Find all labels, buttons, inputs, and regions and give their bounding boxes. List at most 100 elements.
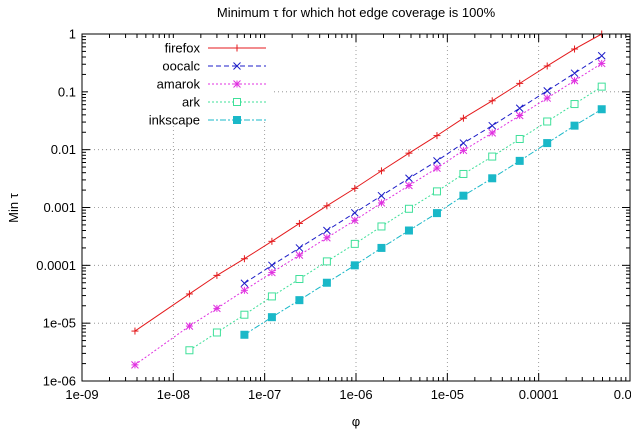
data-point-inkscape xyxy=(543,139,552,148)
data-point-amarok xyxy=(515,111,524,120)
data-point-firefox xyxy=(571,45,579,53)
marker-shape xyxy=(267,292,276,301)
marker-shape xyxy=(350,239,359,248)
data-point-inkscape xyxy=(432,209,441,218)
data-point-firefox xyxy=(433,132,441,140)
marker-shape xyxy=(267,313,276,322)
marker-stroke xyxy=(240,286,249,295)
y-tick-label: 0.1 xyxy=(58,84,76,99)
data-point-firefox xyxy=(323,202,331,210)
y-tick-label: 0.001 xyxy=(43,200,76,215)
marker-stroke xyxy=(459,139,468,147)
marker-shape xyxy=(488,152,497,161)
marker-stroke xyxy=(543,86,552,95)
marker-stroke xyxy=(515,111,524,120)
data-point-ark xyxy=(488,152,497,161)
marker-stroke xyxy=(488,121,497,130)
legend-entry-firefox: firefox xyxy=(165,41,266,56)
y-tick-label: 1e-05 xyxy=(43,316,76,331)
data-point-firefox xyxy=(131,327,139,335)
data-point-oocalc xyxy=(433,157,441,165)
marker-shape xyxy=(432,187,441,196)
data-point-ark xyxy=(459,169,468,178)
data-point-ark xyxy=(597,82,606,91)
data-point-inkscape xyxy=(570,121,579,130)
marker-shape xyxy=(459,191,468,200)
legend-label: oocalc xyxy=(162,59,200,74)
x-tick-label: 1e-06 xyxy=(339,387,372,402)
data-point-amarok xyxy=(240,286,249,295)
grid-lines xyxy=(82,34,630,381)
data-point-ark xyxy=(212,328,221,337)
data-point-inkscape xyxy=(459,191,468,200)
legend-swatch-marker xyxy=(233,44,241,52)
x-tick-label: 1e-08 xyxy=(157,387,190,402)
data-point-ark xyxy=(185,346,194,355)
data-point-amarok xyxy=(131,361,139,369)
x-tick-label: 0.0001 xyxy=(519,387,559,402)
data-point-amarok xyxy=(459,146,468,155)
legend-label: ark xyxy=(182,95,201,110)
legend-entry-ark: ark xyxy=(182,95,266,110)
marker-shape xyxy=(377,243,386,252)
marker-shape xyxy=(432,209,441,218)
legend-background xyxy=(88,38,274,122)
data-point-amarok xyxy=(185,322,194,330)
data-point-oocalc xyxy=(295,244,304,252)
marker-shape xyxy=(570,121,579,130)
series-line-inkscape xyxy=(244,108,602,336)
marker-stroke xyxy=(240,279,249,288)
legend-label: inkscape xyxy=(149,113,200,128)
legend-label: amarok xyxy=(157,77,201,92)
legend-entry-amarok: amarok xyxy=(157,77,266,92)
marker-shape xyxy=(185,346,194,355)
data-point-ark xyxy=(432,187,441,196)
marker-shape xyxy=(488,174,497,183)
series-layer xyxy=(131,30,606,369)
marker-stroke xyxy=(597,51,606,60)
legend-swatch-marker xyxy=(233,98,241,106)
data-point-oocalc xyxy=(405,174,413,183)
marker-stroke xyxy=(377,199,386,207)
data-point-oocalc xyxy=(268,261,276,270)
series-amarok xyxy=(131,59,606,369)
axis-ticks: 1e-09 1e-08 1e-07 1e-06 1e-05 0.0001 0.001 1e-0… xyxy=(36,27,631,403)
marker-shape xyxy=(350,261,359,270)
data-point-ark xyxy=(350,239,359,248)
marker-stroke xyxy=(295,244,304,252)
marker-shape xyxy=(597,105,606,114)
marker-stroke xyxy=(350,208,359,217)
data-point-inkscape xyxy=(377,243,386,252)
marker-stroke xyxy=(405,174,413,183)
marker-stroke xyxy=(570,69,579,78)
marker-stroke xyxy=(233,80,241,88)
data-point-inkscape xyxy=(404,226,413,235)
data-point-ark xyxy=(240,310,249,319)
y-tick-label: 0.0001 xyxy=(36,258,76,273)
data-point-firefox xyxy=(240,255,248,263)
marker-stroke xyxy=(323,226,331,235)
data-point-ark xyxy=(322,257,331,266)
marker-shape xyxy=(212,328,221,337)
marker-shape xyxy=(543,139,552,148)
data-point-firefox xyxy=(268,237,276,245)
data-point-firefox xyxy=(185,290,193,298)
marker-stroke xyxy=(350,216,359,225)
data-point-ark xyxy=(570,100,579,109)
data-point-firefox xyxy=(516,79,524,87)
data-point-inkscape xyxy=(597,105,606,114)
data-point-oocalc xyxy=(597,51,606,60)
data-point-inkscape xyxy=(295,296,304,305)
y-tick-label: 1 xyxy=(69,27,76,42)
data-point-amarok xyxy=(323,233,331,242)
data-point-oocalc xyxy=(515,104,524,113)
data-point-oocalc xyxy=(570,69,579,78)
data-point-ark xyxy=(515,134,524,143)
data-point-oocalc xyxy=(323,226,331,235)
data-point-oocalc xyxy=(240,279,249,288)
marker-shape xyxy=(322,257,331,266)
data-point-firefox xyxy=(543,62,551,70)
marker-stroke xyxy=(597,59,606,68)
legend: firefox oocalc amarok ark inkscape xyxy=(88,38,274,128)
